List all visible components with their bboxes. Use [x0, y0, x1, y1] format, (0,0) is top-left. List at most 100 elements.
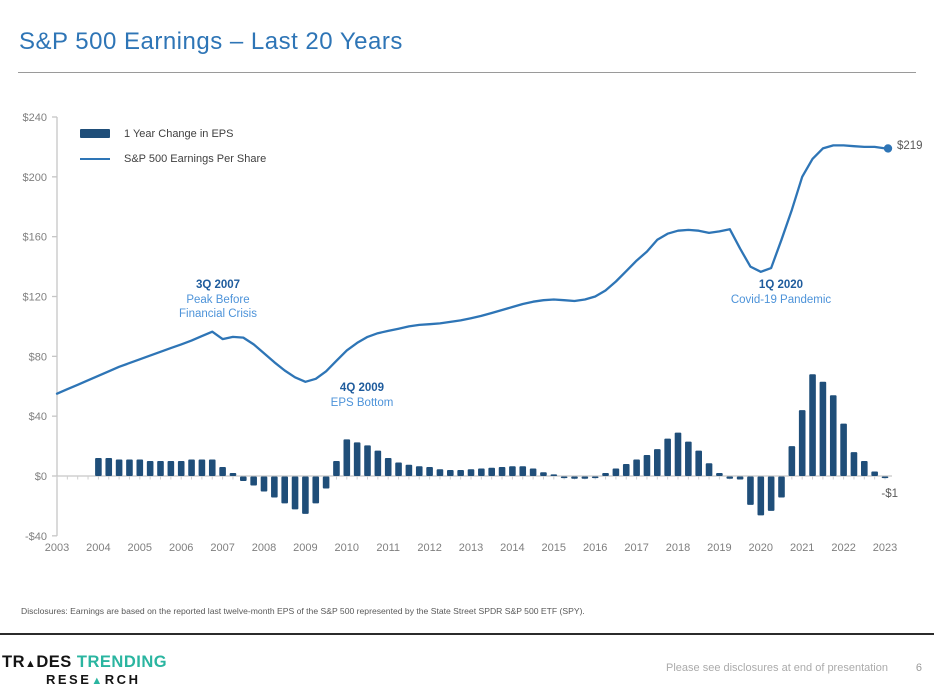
x-tick-label: 2022	[831, 542, 855, 554]
eps-change-bar	[540, 472, 547, 476]
eps-change-bar	[457, 470, 464, 476]
x-tick-label: 2013	[459, 542, 483, 554]
annotation-4q2009-line1: EPS Bottom	[330, 396, 394, 409]
eps-change-bar	[188, 459, 195, 476]
eps-change-bar	[726, 476, 734, 479]
eps-change-bar	[509, 466, 516, 476]
eps-change-bar	[105, 458, 113, 476]
legend-bar-label: 1 Year Change in EPS	[124, 127, 234, 140]
eps-change-bar	[643, 455, 651, 476]
x-tick-label: 2005	[128, 542, 152, 554]
eps-change-bar	[674, 432, 682, 476]
logo-line1: TR▲DES TRENDING	[2, 653, 168, 671]
disclosures-text: Disclosures: Earnings are based on the r…	[21, 606, 585, 616]
eps-change-bar	[126, 459, 133, 476]
x-tick-label: 2018	[666, 542, 690, 554]
eps-change-bar	[415, 466, 423, 476]
eps-change-bar	[426, 467, 433, 476]
eps-change-bar	[871, 471, 878, 476]
eps-change-bar	[612, 468, 620, 476]
annotation-3q2007-line1: Peak Before	[186, 293, 250, 306]
eps-change-bar	[716, 473, 723, 476]
legend-line-label: S&P 500 Earnings Per Share	[124, 152, 267, 165]
eps-change-bar	[167, 461, 175, 476]
x-tick-label: 2010	[335, 542, 359, 554]
eps-change-bar	[850, 452, 858, 476]
zero-baseline	[56, 475, 892, 480]
eps-change-bar	[240, 476, 247, 481]
footer-divider	[0, 633, 934, 635]
eps-change-bar	[395, 462, 402, 476]
x-tick-label: 2017	[624, 542, 648, 554]
eps-change-bar	[157, 461, 164, 476]
eps-change-bar	[571, 476, 578, 479]
x-tick-label: 2008	[252, 542, 276, 554]
eps-change-bar	[219, 467, 226, 476]
eps-change-bar	[467, 469, 475, 476]
x-tick-label: 2023	[873, 542, 897, 554]
eps-change-bar	[498, 467, 506, 476]
company-logo: TR▲DES TRENDING RESE▲RCH	[2, 653, 168, 689]
legend-item-line-series: S&P 500 Earnings Per Share	[80, 146, 266, 171]
x-tick-label: 2003	[45, 542, 69, 554]
eps-change-bar	[778, 476, 785, 498]
eps-change-bar	[488, 467, 495, 476]
eps-change-bar	[519, 466, 527, 476]
eps-change-bar	[560, 476, 568, 479]
eps-change-bar	[115, 459, 123, 476]
eps-change-bar	[581, 476, 589, 479]
x-tick-label: 2015	[542, 542, 566, 554]
page-title: S&P 500 Earnings – Last 20 Years	[19, 28, 403, 55]
eps-change-bar	[229, 473, 237, 476]
legend-item-bar-series: 1 Year Change in EPS	[80, 121, 266, 146]
eps-change-bar	[136, 459, 144, 476]
annotation-1q2020-line1: Covid-19 Pandemic	[730, 293, 832, 306]
eps-change-bar	[436, 469, 444, 476]
eps-change-bar	[374, 450, 382, 476]
eps-change-bar	[881, 476, 889, 479]
eps-change-bar	[798, 410, 806, 476]
eps-change-bar	[840, 423, 847, 476]
y-tick-label: $240	[23, 112, 47, 124]
annotation-1q2020: 1Q 2020 Covid-19 Pandemic	[731, 278, 831, 307]
y-tick-label: $120	[23, 292, 47, 304]
eps-change-bar	[177, 461, 185, 476]
eps-change-bar	[695, 450, 702, 476]
eps-change-bar	[685, 441, 692, 476]
eps-change-bar	[302, 476, 309, 514]
logo-triangle-teal-icon: ▲	[91, 675, 105, 687]
eps-change-bar	[819, 381, 827, 476]
eps-change-bar	[664, 438, 671, 476]
x-tick-label: 2021	[790, 542, 814, 554]
eps-change-bar	[271, 476, 278, 498]
y-tick-label: -$40	[25, 531, 47, 543]
annotation-4q2009-title: 4Q 2009	[339, 382, 385, 394]
line-series-swatch-icon	[80, 157, 110, 160]
annotation-3q2007-title: 3Q 2007	[195, 279, 241, 291]
eps-line	[55, 144, 887, 395]
x-tick-label: 2020	[749, 542, 773, 554]
chart-legend: 1 Year Change in EPS S&P 500 Earnings Pe…	[80, 121, 266, 171]
footer-note: Please see disclosures at end of present…	[666, 662, 888, 674]
x-tick-label: 2004	[86, 542, 110, 554]
eps-change-bar	[788, 446, 796, 476]
x-tick-label: 2014	[500, 542, 524, 554]
eps-change-bar	[633, 459, 640, 476]
eps-change-bar	[747, 476, 754, 505]
eps-change-bar	[146, 461, 154, 476]
eps-change-bar	[447, 470, 454, 476]
eps-change-bar	[384, 458, 392, 476]
eps-change-bar	[343, 439, 351, 476]
eps-change-bar	[208, 459, 216, 476]
x-tick-label: 2011	[376, 542, 400, 554]
x-tick-label: 2009	[293, 542, 317, 554]
eps-change-bar	[312, 476, 320, 504]
bar-end-value-label: -$1	[881, 488, 898, 500]
logo-triangle-icon: ▲	[25, 658, 37, 670]
eps-change-bar	[281, 476, 288, 504]
x-axis: 2003 2004 2005 2006 2007 2008 2009 2010 2011 2012…	[45, 542, 897, 554]
eps-change-bar	[736, 476, 744, 480]
y-tick-label: $160	[23, 232, 47, 244]
eps-change-bar	[322, 476, 330, 489]
